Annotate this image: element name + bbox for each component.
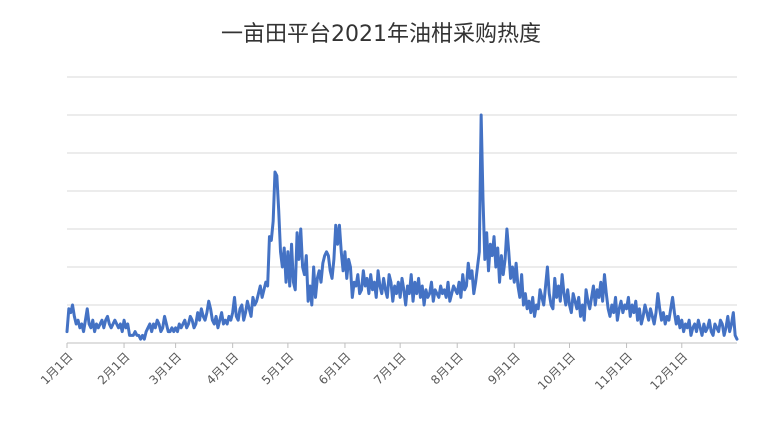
chart-title: 一亩田平台2021年油柑采购热度	[221, 22, 541, 47]
x-tick-label: 8月1日	[428, 350, 466, 388]
x-tick-label: 7月1日	[371, 350, 409, 388]
x-tick-label: 2月1日	[95, 350, 133, 388]
x-tick-label: 5月1日	[259, 350, 297, 388]
x-tick-label: 1月1日	[38, 350, 76, 388]
x-tick-label: 12月1日	[647, 350, 690, 393]
data-line	[65, 113, 739, 341]
x-tick-label: 10月1日	[535, 350, 578, 393]
x-tick-label: 4月1日	[204, 350, 242, 388]
x-tick-label: 11月1日	[592, 350, 635, 393]
x-tick-label: 9月1日	[485, 350, 523, 388]
x-tick-label: 3月1日	[147, 350, 185, 388]
x-tick-label: 6月1日	[316, 350, 354, 388]
